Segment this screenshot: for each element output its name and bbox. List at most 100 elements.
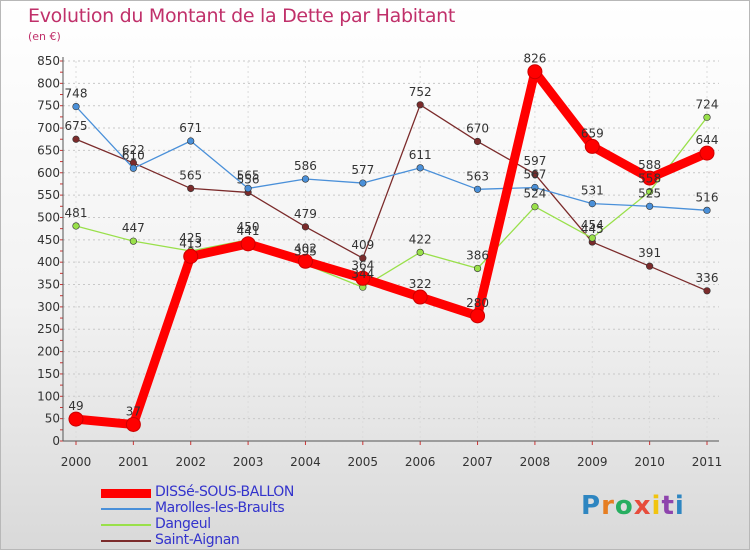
data-point (703, 287, 711, 295)
data-label: 724 (696, 97, 719, 111)
logo-letter: i (651, 491, 662, 521)
data-point (473, 137, 482, 146)
data-label: 441 (237, 224, 260, 238)
series-line-2 (75, 116, 708, 288)
legend-swatch (101, 540, 151, 542)
data-point (301, 223, 310, 231)
data-label: 670 (466, 121, 489, 135)
data-label: 525 (638, 186, 661, 200)
proxiti-logo: Proxiti (581, 491, 685, 521)
data-label: 671 (179, 121, 202, 135)
y-tick-label: 600 (37, 166, 60, 180)
y-tick-label: 650 (37, 143, 60, 157)
y-tick-label: 800 (37, 76, 60, 90)
data-point (68, 411, 84, 427)
y-tick-label: 500 (37, 210, 60, 224)
data-label: 748 (65, 87, 88, 101)
y-tick-label: 300 (37, 300, 60, 314)
data-label: 567 (523, 168, 546, 182)
data-label: 280 (466, 296, 489, 310)
x-tick-label: 2009 (577, 455, 608, 469)
data-label: 588 (638, 158, 661, 172)
data-label: 826 (523, 52, 546, 66)
legend-item: DISSé-SOUS-BALLON (101, 484, 401, 501)
chart-subtitle: (en €) (28, 30, 61, 43)
data-label: 450 (237, 220, 260, 234)
data-label: 524 (523, 187, 546, 201)
data-point (527, 64, 543, 80)
data-label: 479 (294, 207, 317, 221)
x-tick-label: 2011 (692, 455, 723, 469)
y-tick-label: 100 (37, 389, 60, 403)
data-label: 402 (294, 241, 317, 255)
y-tick-label: 250 (37, 322, 60, 336)
data-label: 445 (581, 222, 604, 236)
data-label: 322 (409, 277, 432, 291)
legend-label: DISSé-SOUS-BALLON (155, 484, 294, 500)
data-label: 425 (179, 231, 202, 245)
data-point (473, 185, 482, 193)
legend-swatch (101, 524, 151, 526)
legend-swatch (101, 488, 151, 498)
data-point (703, 206, 711, 214)
data-label: 344 (351, 267, 374, 281)
data-label: 659 (581, 126, 604, 140)
data-point (244, 184, 252, 193)
y-tick-label: 50 (45, 412, 60, 426)
series-line-3 (75, 104, 708, 292)
data-point (359, 179, 367, 187)
data-point (416, 248, 424, 256)
logo-letter: t (661, 491, 675, 521)
logo-letter: P (581, 491, 602, 521)
data-point (187, 137, 195, 145)
data-label: 565 (179, 168, 202, 182)
legend-label: Saint-Aignan (155, 532, 240, 548)
data-point (588, 234, 596, 242)
data-label: 556 (237, 172, 260, 186)
data-point (646, 262, 654, 270)
y-tick-label: 750 (37, 99, 60, 113)
data-label: 563 (466, 169, 489, 183)
data-label: 481 (65, 206, 88, 220)
data-point (355, 270, 371, 286)
x-tick-label: 2005 (348, 455, 379, 469)
data-point (473, 264, 482, 273)
logo-letter: r (601, 491, 615, 521)
data-label: 364 (351, 258, 374, 272)
y-tick-label: 550 (37, 188, 60, 202)
data-label: 454 (581, 218, 604, 232)
data-label: 531 (581, 184, 604, 198)
data-label: 391 (638, 246, 661, 260)
data-label: 752 (409, 85, 432, 99)
x-tick-label: 2002 (175, 455, 206, 469)
data-label: 37 (126, 404, 141, 418)
data-label: 558 (638, 172, 661, 186)
data-point (125, 416, 141, 432)
data-point (240, 236, 256, 252)
data-point (412, 289, 428, 305)
data-point (129, 164, 137, 172)
data-label: 577 (351, 163, 374, 177)
data-point (72, 222, 80, 230)
y-tick-label: 350 (37, 278, 60, 292)
data-point (416, 101, 424, 109)
data-label: 422 (409, 232, 432, 246)
y-tick-label: 150 (37, 367, 60, 381)
logo-letter: i (674, 491, 685, 521)
data-point (531, 203, 539, 211)
data-point (646, 202, 654, 210)
data-label: 565 (237, 168, 260, 182)
data-label: 622 (122, 143, 145, 157)
series-line-0 (71, 67, 712, 429)
x-tick-label: 2008 (520, 455, 551, 469)
chart-title: Evolution du Montant de la Dette par Hab… (28, 5, 456, 27)
data-label: 597 (523, 154, 546, 168)
data-point (531, 170, 539, 178)
data-label: 386 (466, 248, 489, 262)
series-line-1 (75, 105, 708, 211)
data-point (703, 113, 711, 121)
data-point (129, 237, 137, 245)
logo-letter: x (633, 491, 652, 521)
data-label: 413 (179, 236, 202, 250)
